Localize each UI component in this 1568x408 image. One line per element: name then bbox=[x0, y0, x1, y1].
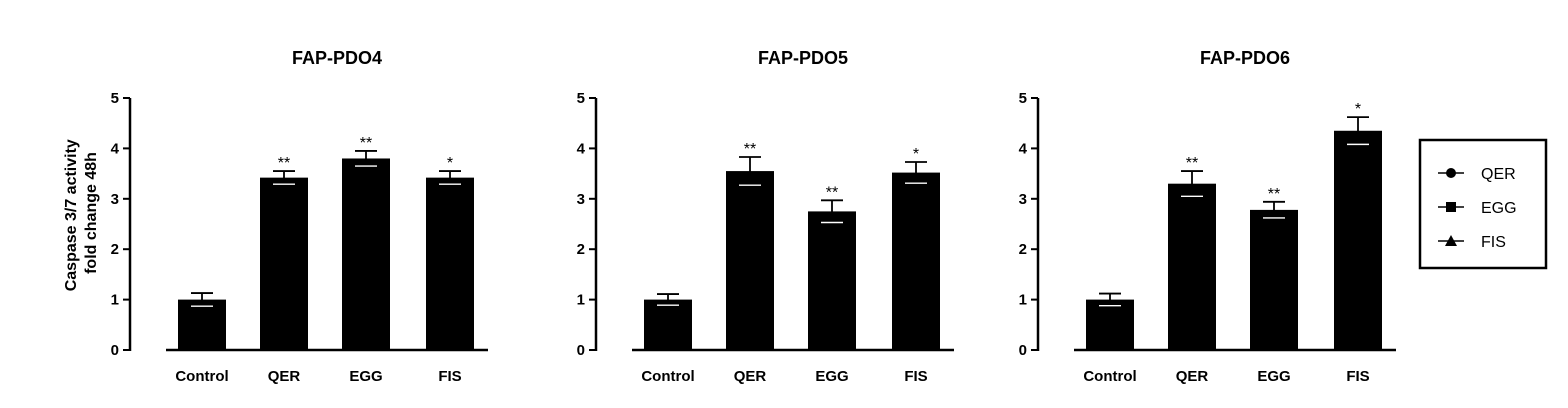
category-label: FIS bbox=[1346, 368, 1369, 385]
category-label: Control bbox=[641, 368, 694, 385]
y-tick-label: 1 bbox=[111, 292, 119, 309]
legend-item-egg: EGG bbox=[1438, 200, 1517, 217]
y-tick-label: 4 bbox=[577, 140, 586, 157]
y-axis-label: Caspase 3/7 activity fold change 48h bbox=[63, 135, 100, 292]
category-label: QER bbox=[1176, 368, 1209, 385]
chart-panel-1: FAP-PDO4 0 1 2 3 4 5 Control ** QER ** EGG * FIS bbox=[111, 48, 488, 385]
y-tick-label: 1 bbox=[577, 292, 585, 309]
y-tick-label: 3 bbox=[577, 191, 585, 208]
bar bbox=[342, 158, 390, 350]
y-tick-label: 0 bbox=[577, 342, 585, 359]
y-tick-label: 5 bbox=[111, 90, 119, 107]
bar bbox=[178, 299, 226, 350]
y-tick-label: 0 bbox=[1019, 342, 1027, 359]
y-tick-label: 3 bbox=[111, 191, 119, 208]
y-tick-label: 2 bbox=[1019, 241, 1027, 258]
chart-panel-3: FAP-PDO6 0 1 2 3 4 5 Control ** QER ** EGG * FIS bbox=[1019, 48, 1396, 385]
bar bbox=[892, 172, 940, 350]
significance-label: ** bbox=[744, 141, 756, 158]
bar bbox=[1334, 130, 1382, 350]
bar bbox=[1250, 209, 1298, 350]
legend-item-fis: FIS bbox=[1438, 234, 1506, 251]
legend-circle-marker bbox=[1446, 168, 1456, 178]
y-tick-label: 5 bbox=[577, 90, 585, 107]
legend-square-marker bbox=[1446, 202, 1456, 212]
category-label: Control bbox=[1083, 368, 1136, 385]
significance-label: ** bbox=[278, 155, 290, 172]
legend-triangle-marker bbox=[1445, 235, 1457, 246]
bar bbox=[808, 211, 856, 350]
y-tick-label: 5 bbox=[1019, 90, 1027, 107]
significance-label: * bbox=[447, 155, 453, 172]
significance-label: ** bbox=[1268, 186, 1280, 203]
bar bbox=[726, 171, 774, 350]
legend-box bbox=[1418, 138, 1548, 270]
category-label: QER bbox=[268, 368, 301, 385]
chart-title: FAP-PDO4 bbox=[292, 48, 382, 68]
category-label: EGG bbox=[1257, 368, 1290, 385]
legend-label: QER bbox=[1481, 166, 1516, 183]
y-tick-label: 2 bbox=[111, 241, 119, 258]
bar bbox=[644, 299, 692, 350]
y-tick-label: 2 bbox=[577, 241, 585, 258]
bar bbox=[1086, 299, 1134, 350]
legend-label: EGG bbox=[1481, 200, 1517, 217]
category-label: Control bbox=[175, 368, 228, 385]
bar bbox=[260, 177, 308, 350]
significance-label: ** bbox=[360, 135, 372, 152]
y-tick-label: 4 bbox=[1019, 140, 1028, 157]
legend-label: FIS bbox=[1481, 234, 1506, 251]
category-label: FIS bbox=[438, 368, 461, 385]
y-axis-label-line1: Caspase 3/7 activity bbox=[63, 139, 80, 291]
significance-label: * bbox=[1355, 101, 1361, 118]
significance-label: ** bbox=[826, 184, 838, 201]
chart-title: FAP-PDO6 bbox=[1200, 48, 1290, 68]
legend-item-qer: QER bbox=[1438, 166, 1516, 183]
y-axis-label-line2: fold change 48h bbox=[83, 152, 100, 274]
bar bbox=[1168, 183, 1216, 350]
chart-panel-2: FAP-PDO5 0 1 2 3 4 5 Control ** QER ** EGG * FIS bbox=[577, 48, 954, 385]
chart-panels: FAP-PDO4012345Control**QER**EGG*FISFAP-P… bbox=[111, 48, 1396, 385]
bar bbox=[426, 177, 474, 350]
y-tick-label: 0 bbox=[111, 342, 119, 359]
category-label: EGG bbox=[815, 368, 848, 385]
legend: QER EGG FIS bbox=[1418, 138, 1548, 270]
significance-label: ** bbox=[1186, 155, 1198, 172]
chart-title: FAP-PDO5 bbox=[758, 48, 848, 68]
category-label: EGG bbox=[349, 368, 382, 385]
category-label: QER bbox=[734, 368, 767, 385]
significance-label: * bbox=[913, 146, 919, 163]
category-label: FIS bbox=[904, 368, 927, 385]
y-tick-label: 3 bbox=[1019, 191, 1027, 208]
y-tick-label: 4 bbox=[111, 140, 120, 157]
y-tick-label: 1 bbox=[1019, 292, 1027, 309]
